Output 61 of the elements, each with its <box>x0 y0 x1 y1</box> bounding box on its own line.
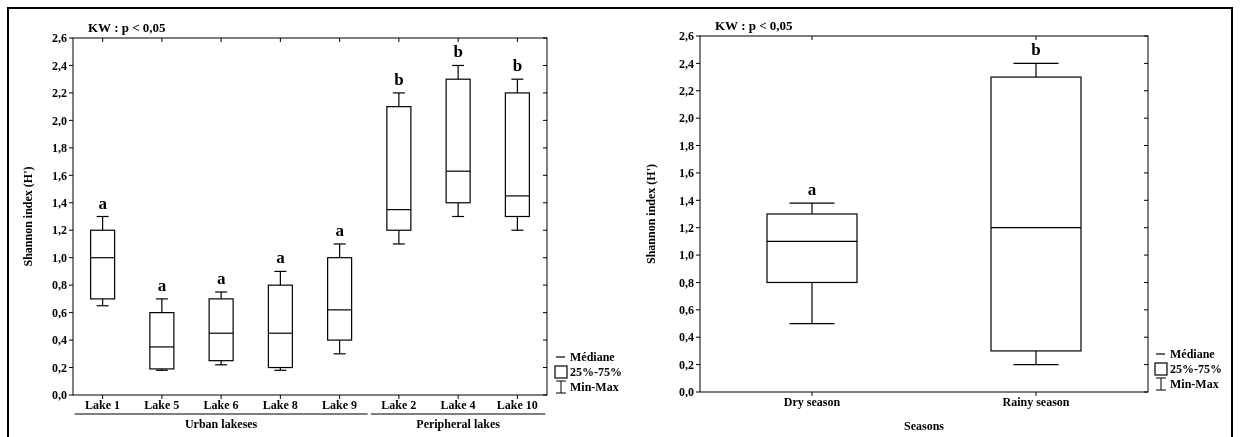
text: KW : p < 0,05 <box>715 18 794 33</box>
annotation: a <box>807 180 817 200</box>
x-tick-label: Lake 1 <box>85 398 121 412</box>
annotation: b <box>394 69 404 89</box>
y-tick-label: 2,4 <box>52 58 67 73</box>
y-tick-label: 2,4 <box>679 56 694 71</box>
text: Médiane <box>1170 347 1216 362</box>
text: 25%-75% <box>570 365 622 380</box>
x-tick-label: Rainy season <box>1002 395 1070 409</box>
y-tick-label: 0,2 <box>679 357 694 372</box>
y-tick-label: 0,0 <box>52 388 67 403</box>
x-tick-label: Lake 5 <box>144 398 180 412</box>
y-tick-label: 2,2 <box>52 86 67 101</box>
y-tick-label: 1,0 <box>679 248 694 263</box>
y-tick-label: 1,2 <box>52 223 67 238</box>
y-tick-label: 0,8 <box>52 278 67 293</box>
text: Min-Max <box>570 380 619 395</box>
text: 25%-75% <box>1170 362 1222 377</box>
x-tick-label: Lake 2 <box>381 398 417 412</box>
y-tick-label: 0,6 <box>52 305 67 320</box>
x-tick-label: Lake 8 <box>262 398 298 412</box>
y-tick-label: 1,4 <box>679 193 694 208</box>
annotation: a <box>216 269 226 289</box>
y-tick-label: 1,8 <box>679 138 694 153</box>
y-tick-label: 2,0 <box>52 113 67 128</box>
text: Peripheral lakes <box>416 417 501 431</box>
y-tick-label: 1,4 <box>52 195 67 210</box>
y-tick-label: 0,0 <box>679 385 694 400</box>
y-tick-label: 1,0 <box>52 250 67 265</box>
y-axis-title: Shannon index (H') <box>644 163 658 265</box>
text: Urban lakeses <box>184 417 258 431</box>
x-tick-label: Dry season <box>783 395 841 409</box>
annotation: a <box>276 248 286 268</box>
y-axis-title: Shannon index (H') <box>21 166 35 267</box>
text: Min-Max <box>1170 377 1219 392</box>
x-tick-label: Lake 4 <box>440 398 476 412</box>
x-axis-title: Seasons <box>903 419 945 433</box>
annotation: a <box>335 220 345 240</box>
y-tick-label: 0,2 <box>52 360 67 375</box>
annotation: b <box>453 42 463 62</box>
annotation: b <box>512 56 523 76</box>
y-tick-label: 0,6 <box>679 303 694 318</box>
y-tick-label: 2,6 <box>679 29 694 44</box>
text: KW : p < 0,05 <box>88 20 167 35</box>
y-tick-label: 0,4 <box>52 333 67 348</box>
y-tick-label: 2,6 <box>52 31 67 46</box>
y-tick-label: 1,6 <box>52 168 67 183</box>
x-tick-label: Lake 6 <box>203 398 239 412</box>
annotation: a <box>157 275 167 295</box>
y-tick-label: 2,2 <box>679 83 694 98</box>
annotation: a <box>98 193 108 213</box>
y-tick-label: 2,0 <box>679 111 694 126</box>
y-tick-label: 0,4 <box>679 330 694 345</box>
annotation: b <box>1031 40 1041 60</box>
y-tick-label: 0,8 <box>679 275 694 290</box>
y-tick-label: 1,6 <box>679 166 694 181</box>
x-tick-label: Lake 9 <box>322 398 358 412</box>
y-tick-label: 1,2 <box>679 220 694 235</box>
text: Médiane <box>570 350 616 365</box>
y-tick-label: 1,8 <box>52 141 67 156</box>
x-tick-label: Lake 10 <box>496 398 538 412</box>
